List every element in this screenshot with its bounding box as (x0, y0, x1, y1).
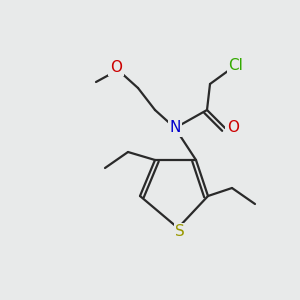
Text: S: S (175, 224, 185, 239)
Text: N: N (169, 121, 181, 136)
Text: Cl: Cl (229, 58, 243, 74)
Text: O: O (110, 59, 122, 74)
Text: O: O (227, 121, 239, 136)
